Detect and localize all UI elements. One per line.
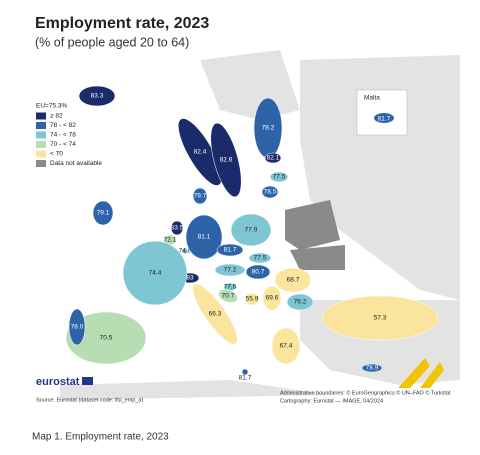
caption: Map 1. Employment rate, 2023 [32,432,169,443]
legend-swatch [36,141,46,148]
region [264,152,282,164]
region-value: 70.5 [100,335,113,342]
region-value: 70.7 [222,293,235,300]
north-africa [60,380,330,400]
legend-label: ≥ 82 [50,113,63,120]
inset-value: 81.7 [378,116,391,123]
region [230,213,272,247]
region [92,200,114,226]
region-value: 76.2 [294,299,307,306]
region [78,85,116,107]
region [210,122,242,198]
region [178,118,222,186]
region [68,308,86,346]
boundaries: Administrative boundaries: © EuroGeograp… [280,389,451,396]
malta-inset [356,89,408,136]
region-value: 78.9 [366,365,379,372]
region [192,283,238,345]
legend-swatch [36,160,46,167]
region-value: 83.3 [91,93,104,100]
region-value: 69.6 [266,295,279,302]
region-value: 81.7 [224,247,237,254]
region-value: 77.5 [224,284,237,291]
legend-title: EU=75.3% [36,103,67,110]
region [122,240,188,306]
region-value: 55.9 [246,296,259,303]
region [321,295,439,341]
region-value: 77.5 [254,255,267,262]
region [261,185,279,199]
region [248,252,272,264]
region-value: 68.7 [287,277,300,284]
region [170,220,184,236]
region-value: 80.7 [252,269,265,276]
region [185,214,223,260]
cartography: Cartography: Eurostat — IMAGE, 04/2024 [280,398,383,404]
region-value: 77.5 [273,174,286,181]
region [274,267,312,293]
region [244,292,260,306]
region-value: 74.4 [149,270,162,277]
legend-label: Data not available [50,160,102,167]
inset-label: Malta [364,95,380,102]
region [245,264,271,280]
region [216,243,244,257]
deco [398,358,444,388]
region-value: 83.5 [171,225,184,232]
region [192,187,208,205]
region-value: 78.5 [264,189,277,196]
region [65,311,147,365]
no-data-area [290,245,345,270]
inset-region [374,113,394,123]
region-value: 66.3 [209,311,222,318]
region [286,293,314,311]
legend-swatch [36,150,46,158]
region-value: 77.9 [245,227,258,234]
legend-swatch [36,131,46,139]
region [269,171,289,183]
region-value: 67.4 [280,343,293,350]
region-value: 82.6 [220,157,233,164]
legend-label: 70 - < 74 [50,141,76,148]
region [181,247,189,255]
title: Employment rate, 2023 [35,15,209,32]
region-value: 81.7 [239,375,252,382]
legend-label: 74 - < 78 [50,132,76,139]
region-value: 81.1 [198,234,211,241]
region-value: 57.3 [374,315,387,322]
region-value: 79.7 [194,193,207,200]
legend-swatch [36,112,46,120]
legend-label: < 70 [50,151,63,158]
region [262,285,282,311]
subtitle: (% of people aged 20 to 64) [35,35,189,49]
region [218,289,238,303]
region-value: 74.8 [179,248,192,255]
region-value: 78.0 [71,324,84,331]
region-value: 83 [186,275,194,282]
region [214,263,246,277]
logo: eurostat [36,376,80,388]
legend-swatch [36,122,46,129]
region-value: 82.1 [267,155,280,162]
region [271,327,301,365]
region-value: 72.1 [164,237,177,244]
region [241,368,249,376]
region-value: 78.2 [262,125,275,132]
region-value: 77.2 [224,267,237,274]
region-value: 79.1 [97,210,110,217]
source: Source: Eurostat (dataset code: lfsi_emp… [36,397,143,403]
non-eu-land [300,55,460,300]
region [361,363,383,373]
no-data-area [285,200,340,250]
eu-flag [82,377,93,385]
region-value: 82.4 [194,149,207,156]
legend-label: 78 - < 82 [50,122,76,129]
